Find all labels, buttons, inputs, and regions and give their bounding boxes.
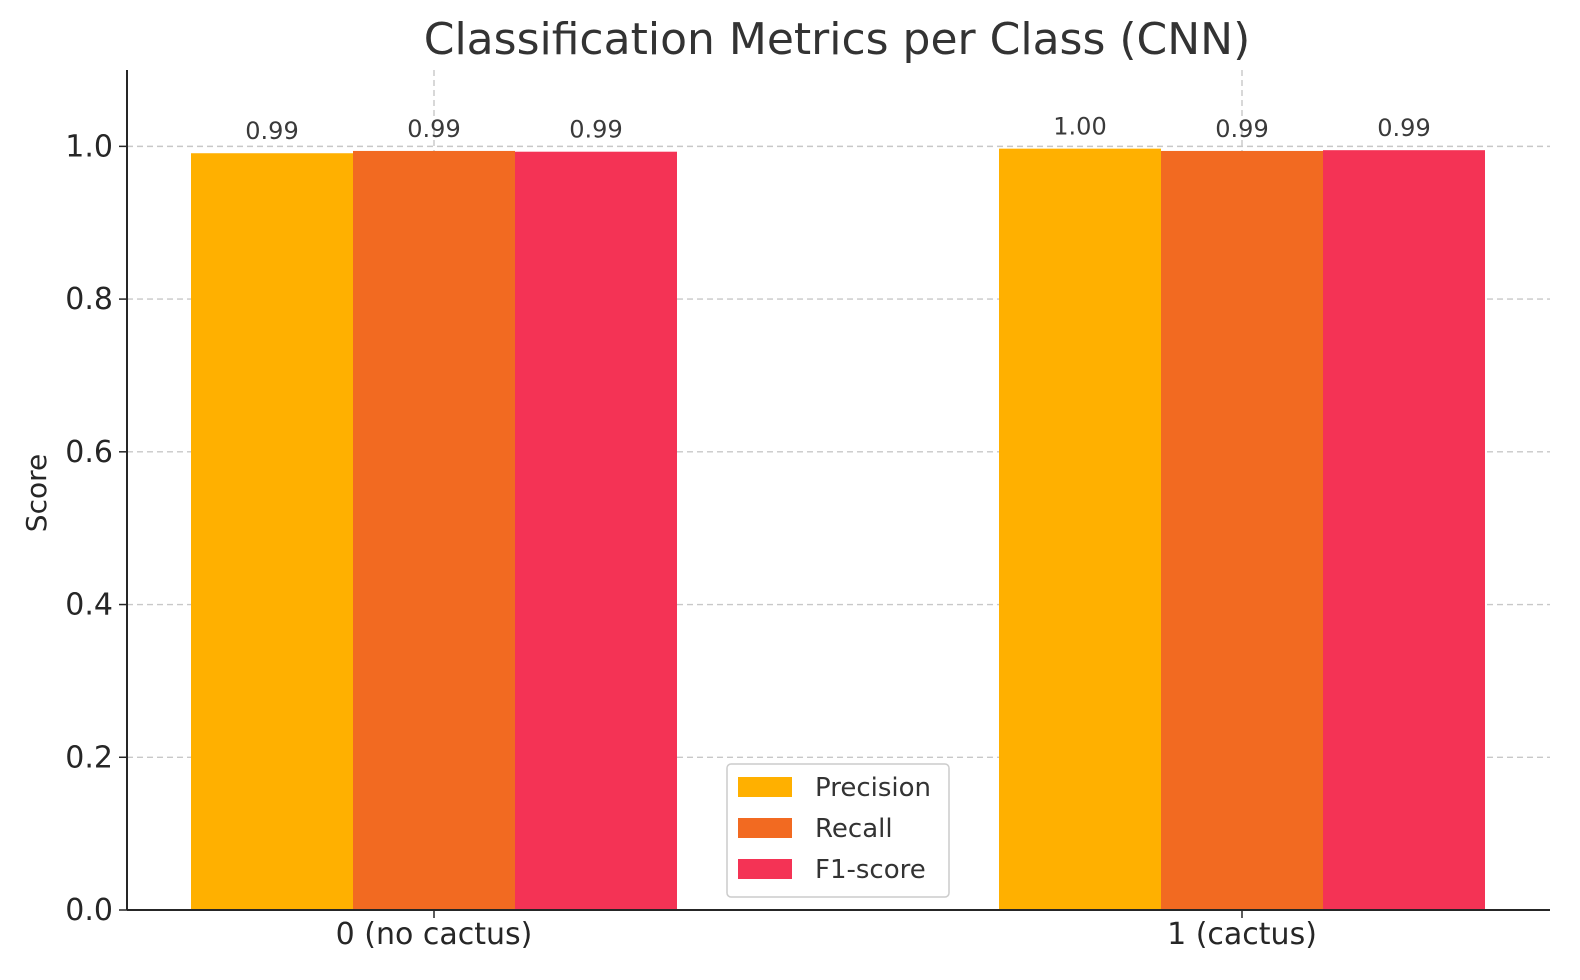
bar-precision [999,148,1161,910]
legend: Precision Recall F1-score [726,763,950,898]
x-tick-label: 0 (no cactus) [336,917,533,952]
y-tick-label: 0.4 [65,588,113,623]
legend-swatch [738,818,792,838]
legend-swatch [738,777,792,797]
legend-label: Precision [815,773,931,803]
bar-value-label: 0.99 [407,115,460,143]
y-tick-label: 0.0 [65,893,113,928]
bar-value-label: 0.99 [1377,114,1430,142]
bar-f1-score [515,151,677,910]
chart-title: Classification Metrics per Class (CNN) [424,14,1251,65]
y-tick-label: 0.2 [65,740,113,775]
bar-value-label: 0.99 [569,116,622,144]
y-axis-label: Score [20,454,53,532]
bar-recall [1161,150,1323,911]
x-tick-label: 1 (cactus) [1167,917,1317,952]
axes: 0.0 0.2 0.4 0.6 0.8 1.0 0 (no cactus) 1 (cactus… [65,70,1550,952]
bar-value-label: 0.99 [245,117,298,145]
y-tick-label: 0.6 [65,435,113,470]
legend-label: F1-score [815,855,926,885]
bar-recall [353,150,515,911]
y-tick-label: 1.0 [65,129,113,164]
bar-value-label: 0.99 [1215,115,1268,143]
bar-value-label: 1.00 [1053,113,1106,141]
bars: 0.99 1.00 0.99 0.99 0.99 0.99 [191,113,1485,911]
bar-f1-score [1323,150,1485,910]
legend-swatch [738,859,792,879]
y-tick-label: 0.8 [65,282,113,317]
bar-precision [191,153,353,911]
legend-label: Recall [815,814,893,844]
